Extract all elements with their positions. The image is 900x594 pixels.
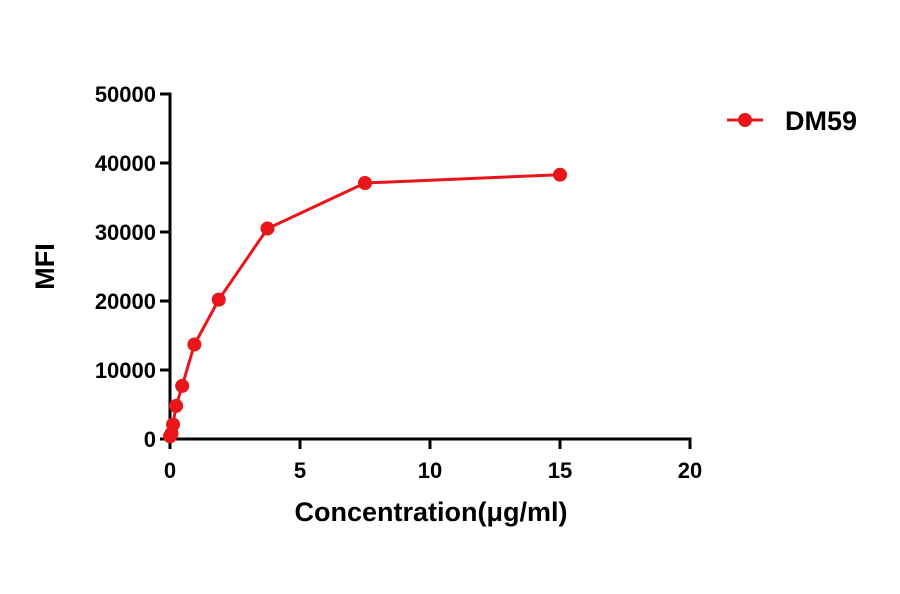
x-axis-title: Concentration(μg/ml) [294,497,567,527]
legend-label: DM59 [785,106,857,136]
x-tick-label: 10 [418,458,442,483]
data-point [260,221,275,236]
y-tick-label: 20000 [95,289,156,314]
data-point [175,378,190,393]
y-tick-label: 50000 [95,82,156,107]
data-point [211,292,226,307]
axes [168,92,692,441]
x-tick-label: 20 [678,458,702,483]
legend: DM59 [727,106,857,136]
data-point [166,417,181,432]
y-tick-label: 30000 [95,220,156,245]
x-ticks: 0 5 10 15 20 [164,439,702,483]
y-tick-label: 10000 [95,358,156,383]
series-layer [163,167,567,444]
data-point [187,337,202,352]
data-point [169,398,184,413]
series-line [168,173,561,437]
x-tick-label: 15 [548,458,572,483]
y-axis-title: MFI [30,243,60,290]
data-point [358,176,372,191]
data-point [553,167,567,182]
x-tick-label: 0 [164,458,176,483]
legend-marker-icon [738,113,752,127]
y-tick-label: 40000 [95,151,156,176]
y-ticks: 0 10000 20000 30000 40000 50000 [95,82,170,452]
x-tick-label: 5 [294,458,306,483]
y-tick-label: 0 [144,427,156,452]
